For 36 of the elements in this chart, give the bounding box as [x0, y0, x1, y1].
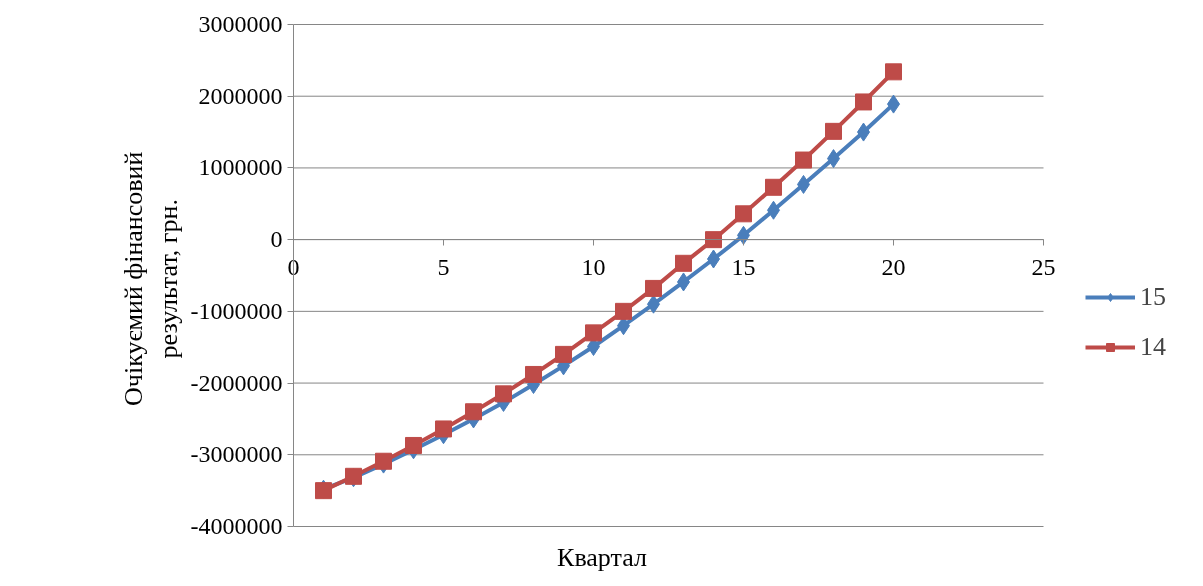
- x-axis-title: Квартал: [557, 542, 647, 572]
- point: [435, 420, 452, 438]
- point: [735, 205, 752, 223]
- point: [885, 63, 902, 81]
- point: [495, 385, 512, 403]
- point: [765, 178, 782, 196]
- point: [585, 324, 602, 342]
- y-tick-label: -1000000: [190, 297, 283, 324]
- y-tick-label: -4000000: [190, 513, 283, 539]
- x-tick-label: 15: [731, 253, 756, 280]
- point: [825, 122, 842, 140]
- x-tick-label: 20: [881, 253, 906, 280]
- point: [855, 93, 872, 111]
- y-tick-label: 2000000: [198, 82, 283, 109]
- point: [555, 345, 572, 363]
- point: [645, 279, 662, 297]
- x-tick-label: 5: [437, 253, 450, 280]
- y-axis-title: Очікуємий фінансовий результат, грн.: [118, 151, 183, 406]
- point: [795, 151, 812, 169]
- y-tick-label: -3000000: [190, 441, 283, 468]
- x-tick-label: 25: [1031, 253, 1056, 280]
- point: [675, 254, 692, 272]
- point: [525, 365, 542, 383]
- legend-label: 14: [1140, 332, 1166, 362]
- point: [705, 231, 722, 249]
- x-tick-label: 0: [287, 253, 300, 280]
- y-tick-label: 3000000: [198, 11, 283, 37]
- point: [375, 452, 392, 470]
- point: [465, 403, 482, 421]
- x-tick-label: 10: [581, 253, 606, 280]
- y-tick-label: 0: [270, 226, 283, 253]
- y-tick-label: 1000000: [198, 154, 283, 181]
- legend-label: 15: [1140, 282, 1166, 312]
- y-tick-label: -2000000: [190, 369, 283, 396]
- point: [405, 436, 422, 454]
- point: [615, 302, 632, 320]
